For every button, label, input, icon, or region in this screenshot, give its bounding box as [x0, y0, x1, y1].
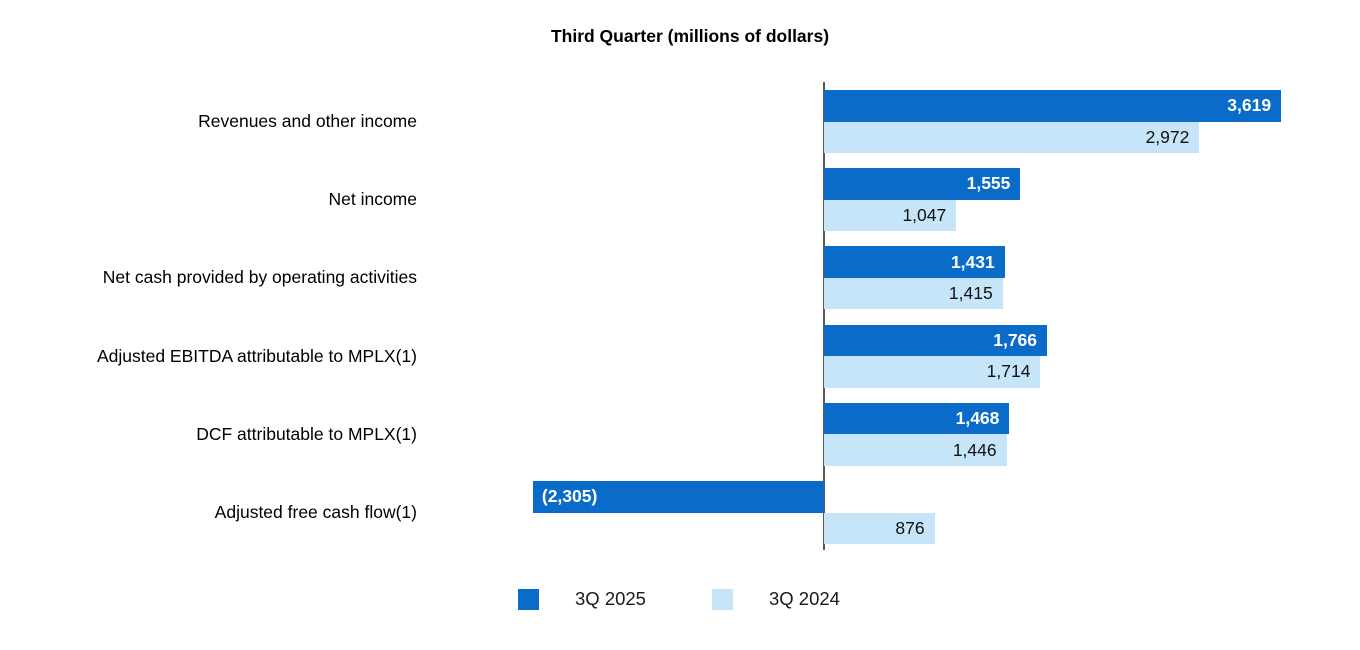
bar-value-label: 1,047	[902, 204, 947, 225]
bar-segment: 876	[824, 512, 935, 544]
zero-axis-line	[823, 82, 825, 550]
bar-value-label: 1,766	[993, 329, 1038, 350]
category-label: Net cash provided by operating activitie…	[102, 267, 417, 288]
bar-value-label: 2,972	[1145, 126, 1190, 147]
legend: 3Q 2025 3Q 2024	[518, 588, 840, 610]
legend-label-3q-2025: 3Q 2025	[575, 588, 646, 609]
bar-segment: 1,766	[824, 324, 1048, 357]
bar-segment: 2,972	[824, 121, 1200, 153]
bar-value-label: 1,446	[952, 439, 997, 460]
bar-segment: 1,047	[824, 199, 957, 232]
category-label: DCF attributable to MPLX(1)	[196, 423, 417, 444]
category-label: Net income	[328, 189, 417, 210]
legend-swatch-3q-2025	[518, 588, 539, 610]
chart-title: Third Quarter (millions of dollars)	[550, 26, 830, 46]
legend-item-3q-2025: 3Q 2025	[518, 588, 646, 610]
bar-segment: 3,619	[824, 90, 1282, 122]
bar-segment: 1,446	[824, 434, 1007, 466]
bar-segment: 1,431	[824, 246, 1005, 278]
bar-segment: 1,555	[824, 168, 1021, 200]
legend-item-3q-2024: 3Q 2024	[711, 588, 840, 610]
bar-value-label: 1,555	[966, 173, 1011, 194]
bar-value-label: 1,714	[986, 361, 1031, 382]
bar-value-label: (2,305)	[541, 486, 598, 507]
bar-value-label: 1,468	[955, 408, 1000, 429]
bar-segment: 1,415	[824, 277, 1003, 310]
bar-value-label: 3,619	[1227, 95, 1272, 116]
category-label: Adjusted EBITDA attributable to MPLX(1)	[96, 345, 417, 366]
bar-value-label: 876	[895, 517, 925, 538]
bar-segment: 1,468	[824, 402, 1010, 435]
bar-value-label: 1,415	[948, 283, 993, 304]
category-label: Adjusted free cash flow(1)	[214, 502, 417, 522]
bar-segment: (2,305)	[532, 481, 824, 513]
legend-label-3q-2024: 3Q 2024	[768, 588, 840, 609]
legend-swatch-3q-2024	[711, 588, 733, 610]
bar-segment: 1,714	[824, 356, 1041, 388]
category-label: Revenues and other income	[198, 111, 417, 131]
bar-value-label: 1,431	[950, 251, 995, 272]
